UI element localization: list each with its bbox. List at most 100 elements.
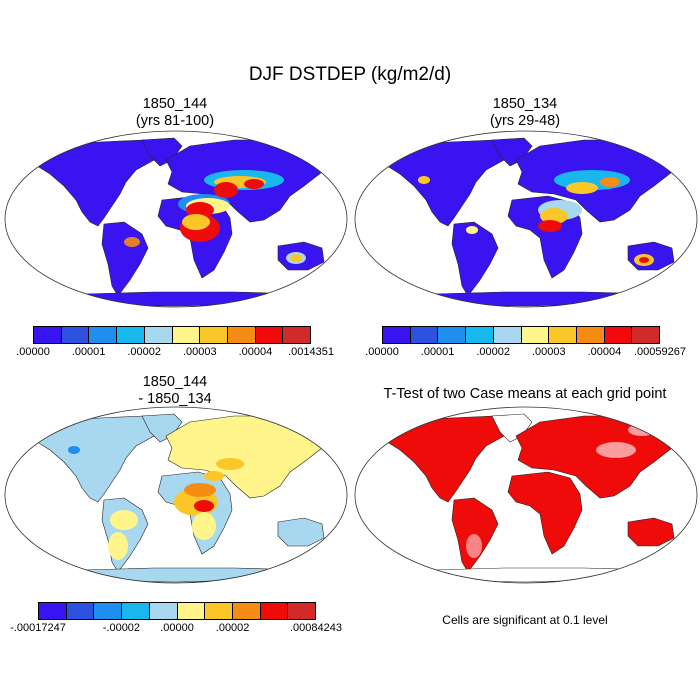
panel3-title-line1: 1850_144 (142, 374, 208, 390)
land-antarctica (29, 567, 323, 583)
data-region-8 (244, 179, 264, 189)
colorbar-swatch (283, 327, 311, 343)
colorbar-tick-label: .00003 (531, 346, 566, 358)
data-region-4 (182, 214, 210, 230)
data-region-3 (216, 458, 244, 470)
data-region-11 (124, 237, 140, 247)
land-antarctica (379, 291, 673, 307)
colorbar-swatch (172, 327, 201, 343)
land-africa (507, 471, 583, 555)
panel2-colorbar-ticks: .00000 .00001 .00002 .00003 .00004 .00059267 (365, 346, 686, 360)
colorbar-swatch (177, 603, 206, 619)
land-north-america (33, 139, 165, 227)
panel2-title: 1850_134 (yrs 29-48) (405, 96, 645, 130)
colorbar-swatch (61, 327, 90, 343)
colorbar-swatch (205, 603, 233, 619)
map-content (379, 413, 685, 583)
colorbar-tick-label: .00004 (587, 346, 622, 358)
colorbar-swatch (383, 327, 411, 343)
land-north-america (33, 415, 165, 503)
land-australia (277, 517, 325, 547)
figure-title: DJF DSTDEP (kg/m2/d) (248, 64, 452, 85)
panel4-map (354, 406, 698, 584)
colorbar-tick-label: .00002 (215, 622, 250, 634)
map-outline (4, 130, 348, 308)
colorbar-tick-label: .00000 (16, 346, 50, 358)
colorbar-tick-label: .00001 (71, 346, 106, 358)
colorbar-swatch (149, 603, 178, 619)
colorbar-tick-label: .0014351 (288, 346, 334, 358)
colorbar-tick-label: .00059267 (634, 346, 686, 358)
land-north-america (383, 139, 515, 227)
data-region-4 (204, 471, 224, 481)
panel1-title-line1: 1850_144 (142, 96, 208, 112)
panel1-colorbar-ticks: .00000 .00001 .00002 .00003 .00004 .0014351 (16, 346, 334, 360)
colorbar-swatch (549, 327, 577, 343)
colorbar-swatch (466, 327, 494, 343)
colorbar-tick-label: .00004 (238, 346, 273, 358)
colorbar-tick-label: -.00002 (102, 622, 141, 634)
colorbar-swatch (122, 603, 150, 619)
map-content (379, 137, 685, 307)
colorbar-swatch (255, 327, 284, 343)
data-region-8 (68, 446, 80, 454)
panel4-title: T-Test of two Case means at each grid po… (383, 386, 667, 402)
colorbar-tick-label: .00002 (476, 346, 511, 358)
data-region-4 (566, 182, 598, 194)
data-region-2 (538, 220, 562, 232)
colorbar-swatch (200, 327, 228, 343)
data-region-6 (108, 532, 128, 560)
colorbar-swatch (34, 327, 62, 343)
panel1-title: 1850_144 (yrs 81-100) (55, 96, 295, 130)
panel3-map (4, 406, 348, 584)
colorbar-swatch (94, 603, 123, 619)
panel2-map (354, 130, 698, 308)
land-north-america (383, 415, 515, 503)
colorbar-tick-label: .00001 (420, 346, 455, 358)
panel3-colorbar (38, 602, 316, 620)
colorbar-swatch (410, 327, 439, 343)
panel2-colorbar (382, 326, 660, 344)
colorbar-tick-label: .00002 (127, 346, 162, 358)
data-region-1 (540, 208, 568, 224)
colorbar-tick-label: .00000 (160, 622, 194, 634)
panel2-title-line2: (yrs 29-48) (489, 113, 561, 129)
data-region-2 (466, 534, 482, 558)
colorbar-tick-label: .00084243 (290, 622, 342, 634)
colorbar-swatch (493, 327, 522, 343)
data-region-0 (596, 442, 636, 458)
land-antarctica (379, 567, 673, 583)
data-region-7 (214, 182, 238, 198)
panel1-colorbar (33, 326, 311, 344)
colorbar-swatch (604, 327, 633, 343)
significance-note: Cells are significant at 0.1 level (442, 613, 608, 627)
colorbar-swatch (66, 603, 95, 619)
colorbar-tick-label: -.00017247 (10, 622, 66, 634)
panel3-title: 1850_144 - 1850_134 (55, 374, 295, 408)
colorbar-swatch (632, 327, 660, 343)
panel3-colorbar-ticks: -.00017247 -.00002 .00000 .00002 .00084243 (10, 622, 342, 636)
colorbar-swatch (576, 327, 605, 343)
colorbar-swatch (232, 603, 261, 619)
map-content (29, 413, 335, 583)
data-region-10 (290, 254, 302, 262)
colorbar-tick-label: .00003 (182, 346, 217, 358)
land-south-america (101, 221, 149, 297)
data-region-5 (110, 510, 138, 530)
data-region-1 (184, 483, 216, 497)
map-content (29, 137, 335, 307)
land-australia (627, 517, 675, 547)
land-antarctica (29, 291, 323, 307)
panel2-title-line1: 1850_134 (492, 96, 558, 112)
data-region-2 (194, 500, 214, 512)
data-region-8 (418, 176, 430, 184)
map-outline (354, 130, 698, 308)
panel1-map (4, 130, 348, 308)
data-region-7 (192, 512, 216, 540)
panel3-title-line2: - 1850_134 (138, 391, 212, 407)
data-region-2 (186, 202, 214, 218)
data-region-5 (600, 177, 620, 187)
colorbar-swatch (144, 327, 173, 343)
colorbar-swatch (227, 327, 256, 343)
land-south-america (101, 497, 149, 573)
